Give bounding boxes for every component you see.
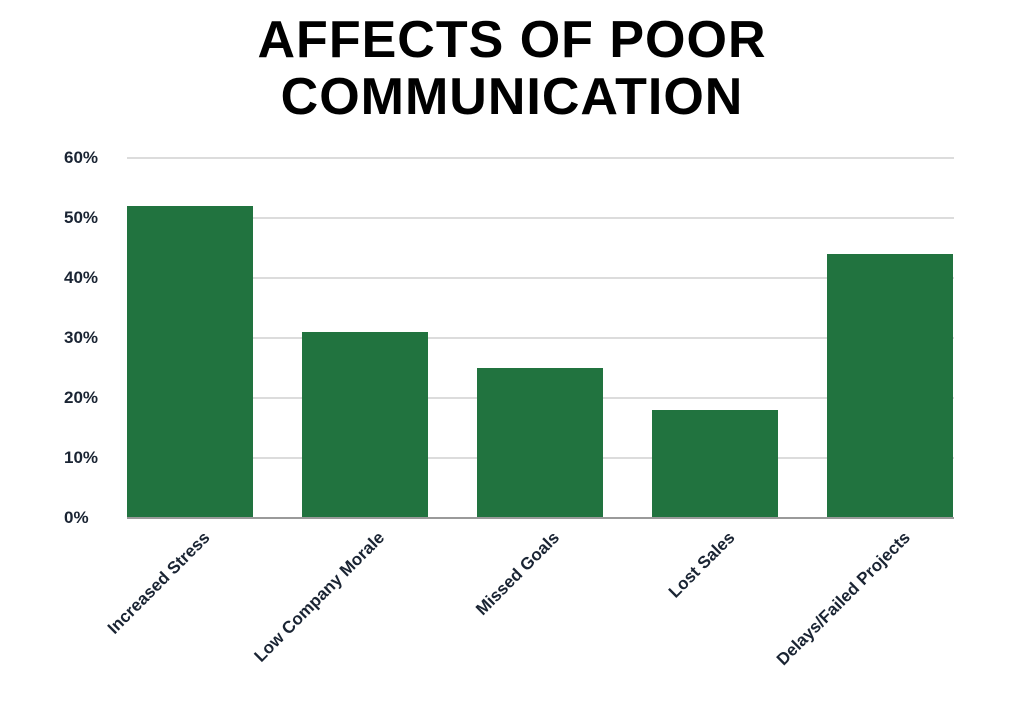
y-tick-label: 30%	[64, 328, 99, 347]
chart-title-line-2: COMMUNICATION	[280, 68, 744, 126]
gridline	[127, 157, 954, 159]
chart-title-line-1: AFFECTS OF POOR	[257, 11, 767, 69]
gridline	[127, 337, 954, 339]
x-tick-label: Missed Goals	[472, 528, 564, 619]
y-tick-label: 0%	[64, 508, 89, 527]
x-axis-line	[127, 517, 954, 519]
x-tick-label: Low Company Morale	[250, 528, 389, 666]
bar	[827, 254, 953, 518]
bar	[127, 206, 253, 518]
x-tick-label: Increased Stress	[103, 528, 214, 638]
bar	[302, 332, 428, 518]
y-tick-label: 60%	[64, 148, 99, 167]
bar	[477, 368, 603, 518]
y-tick-label: 10%	[64, 448, 99, 467]
bar	[652, 410, 778, 518]
y-tick-label: 50%	[64, 208, 99, 227]
x-tick-label: Delays/Failed Projects	[772, 528, 914, 670]
chart-title: AFFECTS OF POOR COMMUNICATION	[0, 12, 1024, 126]
gridline	[127, 277, 954, 279]
gridline	[127, 217, 954, 219]
y-tick-label: 40%	[64, 268, 99, 287]
y-tick-label: 20%	[64, 388, 99, 407]
x-tick-label: Lost Sales	[664, 528, 739, 602]
